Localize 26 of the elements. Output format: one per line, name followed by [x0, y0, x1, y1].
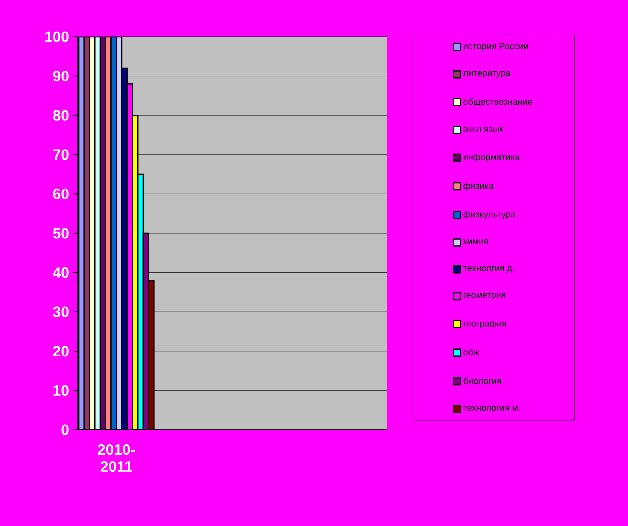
legend-label: история России — [464, 43, 528, 52]
y-tick-label: 70 — [54, 150, 69, 160]
y-tick-label: 90 — [53, 70, 69, 82]
x-tick-label: 2010-2011 — [98, 444, 136, 472]
y-tick-label: 100 — [45, 32, 69, 42]
legend-label: география — [464, 320, 506, 329]
legend-label: обществознание — [464, 98, 532, 107]
y-tick-label: 60 — [53, 188, 69, 200]
legend-label: химия — [463, 240, 488, 244]
y-tick-label: 40 — [53, 267, 69, 278]
legend-label: геометрия — [464, 293, 506, 300]
legend-label: биология — [464, 378, 502, 384]
y-tick-label: 50 — [53, 228, 69, 239]
legend-label: физика — [464, 182, 494, 191]
y-tick-label: 0 — [62, 424, 69, 436]
legend-label: технолгия д. — [464, 266, 514, 274]
legend-label: англ язык — [464, 127, 504, 132]
legend-label: информатика — [464, 154, 520, 162]
legend-label: обж — [464, 348, 480, 356]
y-tick-label: 10 — [54, 385, 69, 396]
legend-label: технология м. — [464, 406, 520, 412]
y-tick-label: 80 — [53, 110, 69, 121]
legend-label: литература — [463, 71, 511, 78]
y-tick-label: 20 — [53, 346, 69, 357]
y-tick-label: 30 — [53, 306, 69, 318]
legend-label: физкультура — [464, 211, 516, 220]
